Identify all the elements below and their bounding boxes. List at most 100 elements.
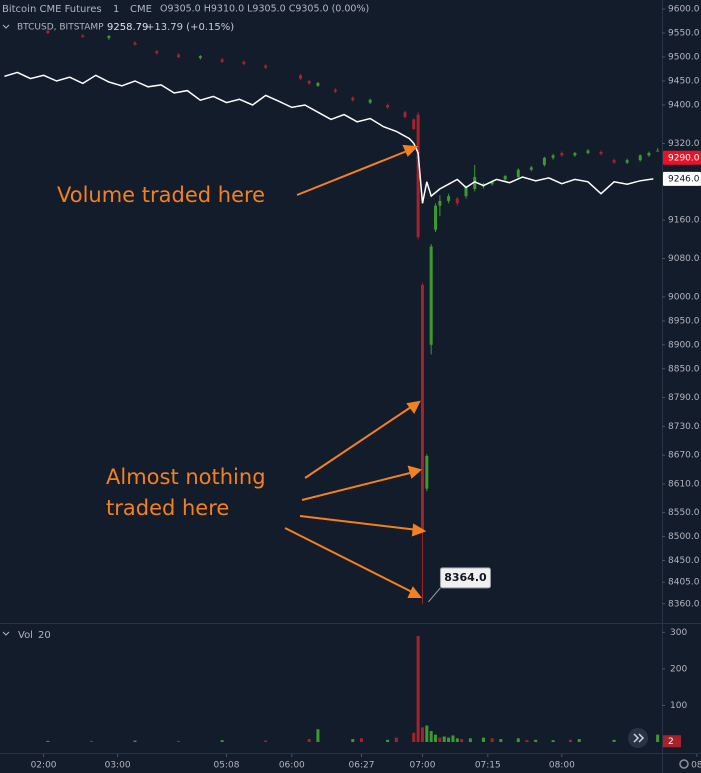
volume-bar [468, 738, 472, 742]
volume-bar [442, 736, 446, 742]
volume-bar [220, 740, 224, 742]
candle-body [638, 155, 642, 161]
volume-bar [425, 725, 429, 742]
candle-body [464, 186, 468, 197]
y-tick-label: 8450.0 [668, 556, 700, 566]
volume-bar [447, 737, 451, 742]
y-tick-label: 300 [670, 628, 687, 638]
price-badge-label: 9246.0 [668, 174, 700, 184]
y-tick-label: 9600.0 [668, 5, 700, 15]
x-tick-label: 07:00 [409, 761, 435, 771]
candle-body [386, 105, 390, 108]
overlay-symbol: BTCUSD, BITSTAMP [17, 23, 104, 33]
candle-body [46, 30, 50, 34]
y-tick-label: 8850.0 [668, 364, 700, 374]
volume-bar [133, 740, 137, 742]
annotation: Volume traded here [57, 183, 265, 207]
price-badge [663, 150, 701, 165]
volume-bar [499, 739, 503, 742]
volume-bar [612, 739, 616, 742]
y-tick-label: 9550.0 [668, 29, 700, 39]
price-badge [663, 171, 701, 186]
scroll-button[interactable] [628, 728, 648, 748]
y-tick-label: 9000.0 [668, 292, 700, 302]
candle-body [573, 152, 577, 156]
volume-bar [577, 739, 581, 742]
y-tick-label: 8950.0 [668, 316, 700, 326]
exchange: CME [130, 4, 152, 15]
overlay-line [4, 71, 654, 204]
volume-bar [420, 727, 424, 742]
candle-body [647, 152, 651, 156]
candle-body [516, 169, 520, 177]
candle-body [264, 65, 268, 68]
y-tick-label: 100 [670, 701, 687, 711]
x-tick-label: 06:27 [349, 761, 375, 771]
candle-body [307, 81, 311, 84]
volume-bar [656, 734, 660, 742]
volume-bar [481, 737, 485, 742]
candle-body [133, 42, 137, 45]
volume-bar [46, 740, 50, 742]
volume-bar [307, 739, 311, 742]
annotation: Almost nothing [106, 465, 266, 489]
candle-body [656, 150, 660, 152]
y-tick-label: 8790.0 [668, 393, 700, 403]
collapse-icon[interactable] [2, 631, 10, 636]
volume-badge [663, 735, 681, 748]
x-tick-label: 08 [691, 761, 701, 771]
volume-bar [569, 739, 573, 742]
volume-bar [455, 738, 459, 742]
candle-body [425, 456, 429, 489]
overlay-price: 9258.79 [107, 22, 148, 33]
y-tick-label: 8550.0 [668, 508, 700, 518]
candle-body [434, 205, 438, 230]
volume-bar [434, 734, 438, 742]
volume-length: 20 [38, 630, 51, 641]
candle-body [107, 35, 111, 38]
volume-bar [177, 740, 181, 742]
candle-body [316, 82, 320, 86]
y-tick-label: 8610.0 [668, 479, 700, 489]
interval: 1 [113, 4, 119, 15]
volume-title: Vol [18, 630, 33, 641]
candle-body [599, 152, 603, 154]
volume-bar [416, 635, 420, 742]
volume-bar [412, 732, 416, 742]
y-tick-label: 8670.0 [668, 451, 700, 461]
callout-leader [428, 587, 441, 603]
y-tick-label: 8500.0 [668, 532, 700, 542]
x-tick-label: 08:00 [549, 761, 575, 771]
candle-body [351, 97, 355, 101]
y-tick-label: 8900.0 [668, 340, 700, 350]
y-tick-label: 8360.0 [668, 599, 700, 609]
ohlc: O9305.0 H9310.0 L9305.0 C9305.0 (0.00%) [160, 4, 369, 15]
volume-bar [534, 739, 538, 742]
overlay-change: +13.79 (+0.15%) [146, 22, 234, 33]
volume-bar [394, 737, 398, 742]
candle-body [490, 181, 494, 185]
annotation-arrows [284, 144, 427, 598]
volume-bar [359, 738, 363, 742]
candle-body [612, 160, 616, 163]
candle-body [412, 119, 416, 130]
volume-bar [89, 740, 93, 742]
collapse-icon[interactable] [2, 24, 10, 29]
price-badge-label: 9290.0 [668, 153, 700, 163]
candle-body [177, 54, 181, 58]
candle-body [220, 59, 224, 62]
volume-bar [451, 735, 455, 742]
candle-body [429, 246, 433, 345]
volume-bar [490, 738, 494, 742]
x-tick-label: 02:00 [31, 761, 57, 771]
y-tick-label: 8730.0 [668, 422, 700, 432]
y-tick-label: 9450.0 [668, 77, 700, 87]
volume-badge-label: 2 [668, 737, 674, 747]
candle-body [438, 200, 442, 206]
volume-bar [351, 739, 355, 742]
y-tick-label: 8405.0 [668, 578, 700, 588]
settings-icon[interactable] [679, 759, 689, 769]
volume-bar [516, 738, 520, 742]
